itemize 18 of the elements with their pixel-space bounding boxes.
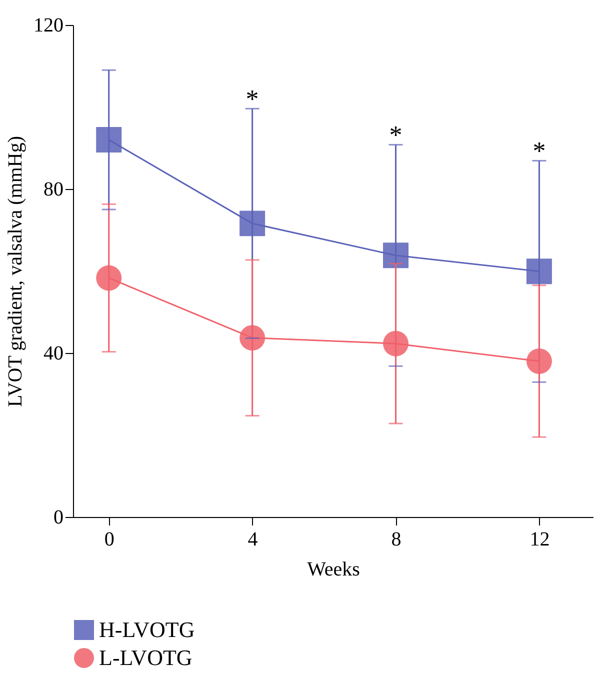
y-axis-title: LVOT gradient, valsalva (mmHg) — [4, 136, 26, 408]
point — [383, 242, 409, 268]
legend-label: L-LVOTG — [99, 645, 192, 670]
y-tick-label: 40 — [44, 342, 64, 364]
y-tick-label: 80 — [44, 178, 64, 200]
point — [526, 258, 552, 284]
x-axis-title: Weeks — [307, 558, 360, 580]
annotation: * — [532, 136, 546, 166]
point — [96, 127, 122, 153]
annotation: * — [389, 120, 402, 150]
x-tick-label: 0 — [104, 528, 114, 550]
y-tick-label: 0 — [54, 506, 64, 528]
x-tick-label: 12 — [530, 528, 550, 550]
x-tick-label: 4 — [248, 528, 258, 550]
y-tick-label: 120 — [34, 14, 64, 36]
annotation: * — [246, 84, 259, 114]
x-tick-label: 8 — [391, 528, 402, 550]
legend-label: H-LVOTG — [99, 617, 195, 642]
